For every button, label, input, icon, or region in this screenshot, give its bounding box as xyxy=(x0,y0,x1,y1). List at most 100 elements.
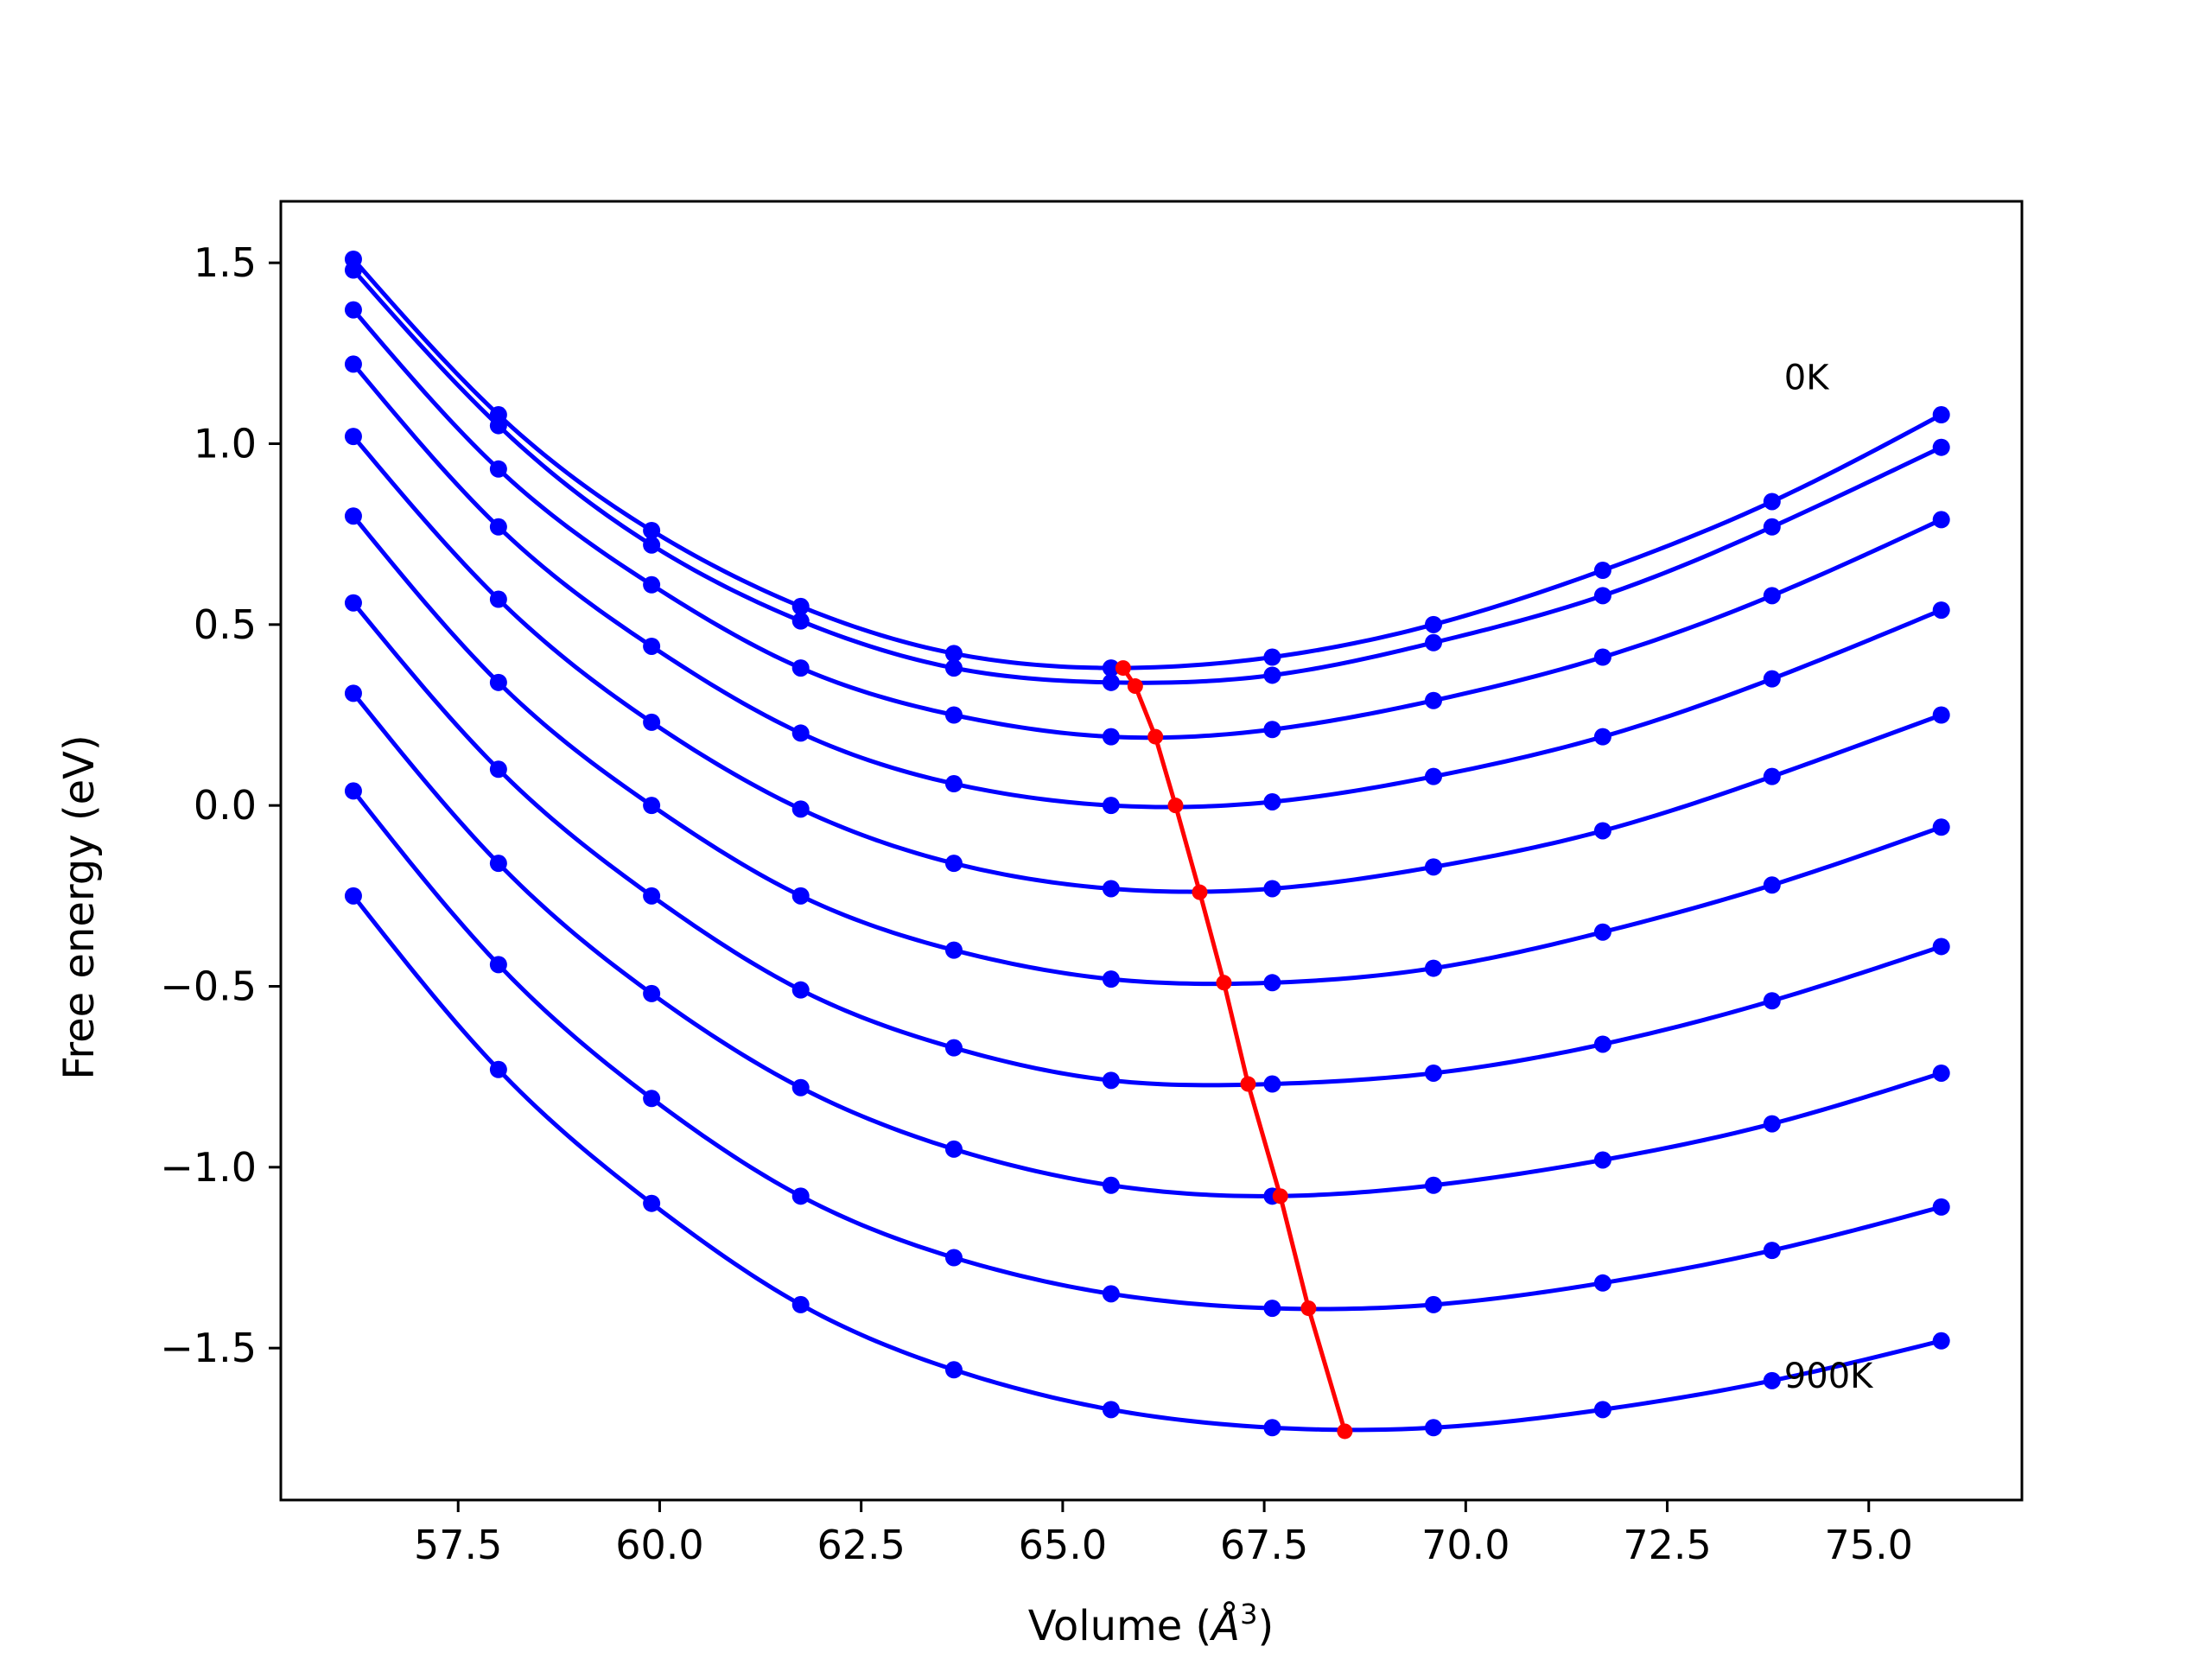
data-point xyxy=(643,887,661,905)
minimum-point xyxy=(1272,1188,1288,1205)
data-point xyxy=(791,1295,810,1313)
x-tick-label: 65.0 xyxy=(1019,1522,1107,1568)
data-point xyxy=(1763,670,1781,688)
data-point xyxy=(1763,1371,1781,1389)
data-point xyxy=(344,301,362,319)
data-point xyxy=(1932,706,1950,724)
y-tick-label: 0.5 xyxy=(194,601,257,648)
data-point xyxy=(344,782,362,800)
minimum-point xyxy=(1240,1076,1256,1092)
data-point xyxy=(1425,767,1443,785)
data-point xyxy=(1263,721,1281,739)
data-point xyxy=(489,518,507,536)
series-line xyxy=(352,308,1942,741)
series-0 xyxy=(344,250,1950,677)
data-point xyxy=(1425,633,1443,652)
minimum-point xyxy=(1300,1300,1317,1317)
data-point xyxy=(944,855,963,873)
minimum-point xyxy=(1167,798,1184,814)
data-point xyxy=(344,261,362,279)
data-point xyxy=(1763,1242,1781,1260)
data-point xyxy=(1593,923,1611,941)
data-point xyxy=(1932,818,1950,836)
data-point xyxy=(489,956,507,974)
data-point xyxy=(791,981,810,999)
data-point xyxy=(791,1187,810,1205)
data-point xyxy=(1932,601,1950,620)
y-tick-label: −1.5 xyxy=(160,1325,257,1371)
data-point xyxy=(1263,1300,1281,1318)
data-point xyxy=(791,724,810,742)
data-point xyxy=(344,428,362,446)
curve-annotation: 0K xyxy=(1784,359,1830,398)
data-point xyxy=(1763,767,1781,785)
series-line xyxy=(352,601,1942,1088)
y-tick-label: 1.5 xyxy=(194,239,257,286)
minimum-point xyxy=(1192,884,1208,900)
data-point xyxy=(643,536,661,554)
data-point xyxy=(489,460,507,478)
x-tick-label: 60.0 xyxy=(615,1522,703,1568)
data-point xyxy=(1263,1419,1281,1437)
data-point xyxy=(1932,1064,1950,1082)
plot-frame xyxy=(279,200,2024,1502)
x-axis-title: Volume (Å3) xyxy=(1028,1598,1274,1650)
curve-annotation: 900K xyxy=(1784,1357,1874,1396)
data-point xyxy=(643,1090,661,1108)
data-point xyxy=(1932,938,1950,956)
data-point xyxy=(643,713,661,731)
minimum-point xyxy=(1147,728,1164,745)
series-layer xyxy=(344,250,1950,1437)
data-point xyxy=(1425,1176,1443,1194)
data-point xyxy=(1102,1285,1120,1303)
data-point xyxy=(344,684,362,702)
data-point xyxy=(944,706,963,724)
data-point xyxy=(1425,1419,1443,1437)
data-point xyxy=(344,507,362,525)
data-point xyxy=(643,575,661,594)
data-point xyxy=(1263,880,1281,898)
minima-layer xyxy=(1115,660,1353,1440)
data-point xyxy=(791,612,810,630)
series-3 xyxy=(344,355,1950,815)
data-point xyxy=(944,1249,963,1267)
series-9 xyxy=(344,887,1950,1437)
data-point xyxy=(944,775,963,793)
data-point xyxy=(1932,406,1950,424)
data-point xyxy=(1593,1151,1611,1169)
data-point xyxy=(489,673,507,691)
data-point xyxy=(344,887,362,905)
x-tick-label: 72.5 xyxy=(1623,1522,1711,1568)
x-tick-label: 62.5 xyxy=(817,1522,905,1568)
data-point xyxy=(1932,1198,1950,1216)
data-point xyxy=(1763,493,1781,511)
data-point xyxy=(1102,1401,1120,1419)
data-point xyxy=(1425,959,1443,977)
annotation-layer: 0K 900K xyxy=(1784,359,1874,1397)
data-point xyxy=(1932,511,1950,529)
series-7 xyxy=(344,684,1950,1205)
data-point xyxy=(1102,797,1120,815)
series-line xyxy=(351,894,1942,1433)
y-tick-label: −1.0 xyxy=(160,1144,257,1191)
data-point xyxy=(1593,822,1611,840)
y-tick-label: −0.5 xyxy=(160,963,257,1009)
data-point xyxy=(1593,648,1611,666)
data-point xyxy=(643,637,661,655)
y-axis-title: Free energy (eV) xyxy=(55,734,104,1079)
data-point xyxy=(1763,1115,1781,1133)
data-point xyxy=(1932,1332,1950,1350)
x-tick-label: 70.0 xyxy=(1421,1522,1510,1568)
x-tick-label: 75.0 xyxy=(1825,1522,1913,1568)
x-axis-ticks: 57.5 60.0 62.5 65.0 67.5 70.0 72.5 75.0 xyxy=(414,1500,1913,1568)
y-axis-ticks: 1.5 1.0 0.5 0.0 −0.5 −1.0 −1.5 xyxy=(160,239,281,1371)
data-point xyxy=(944,1361,963,1379)
data-point xyxy=(1102,1176,1120,1194)
data-point xyxy=(1593,728,1611,746)
data-point xyxy=(1932,438,1950,456)
data-point xyxy=(1102,673,1120,691)
data-point xyxy=(1102,880,1120,898)
data-point xyxy=(1593,1035,1611,1053)
data-point xyxy=(791,887,810,905)
